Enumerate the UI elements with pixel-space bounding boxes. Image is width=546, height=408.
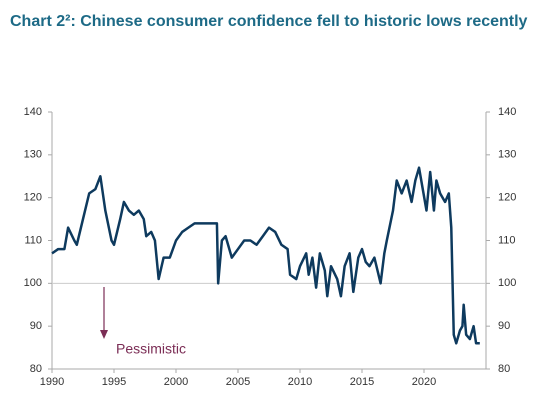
y2-tick-label: 80 [498, 363, 510, 375]
x-tick-label: 1990 [40, 376, 64, 388]
y2-tick-label: 100 [498, 277, 516, 289]
y2-tick-label: 130 [498, 149, 516, 161]
y2-tick-label: 110 [498, 234, 516, 246]
y-tick-label: 80 [30, 363, 42, 375]
x-tick-label: 2020 [412, 376, 436, 388]
chart-title: Chart 2²: Chinese consumer confidence fe… [10, 13, 528, 30]
x-tick-label: 2005 [226, 376, 250, 388]
y-tick-label: 90 [30, 320, 42, 332]
x-tick-label: 2000 [164, 376, 188, 388]
y-tick-label: 110 [24, 234, 42, 246]
y-tick-label: 120 [24, 192, 42, 204]
x-tick-label: 2015 [350, 376, 374, 388]
y2-tick-label: 140 [498, 106, 516, 118]
line-series [51, 166, 480, 345]
y-tick-label: 130 [24, 149, 42, 161]
y-tick-label: 100 [24, 277, 42, 289]
y2-tick-label: 90 [498, 320, 510, 332]
y2-tick-label: 120 [498, 192, 516, 204]
x-tick-label: 2010 [288, 376, 312, 388]
annotation: Pessimistic [116, 341, 186, 357]
annotation-arrowhead [100, 330, 108, 339]
x-tick-label: 1995 [102, 376, 126, 388]
y-tick-label: 140 [24, 106, 42, 118]
